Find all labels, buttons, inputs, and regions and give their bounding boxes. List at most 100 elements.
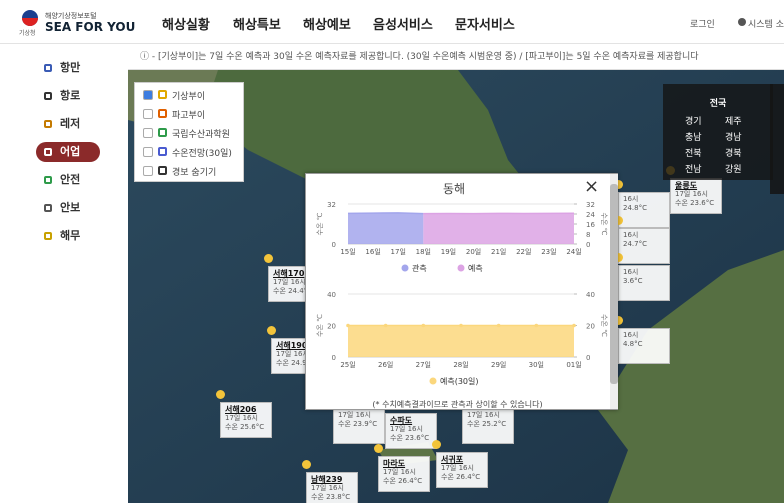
sidebar-item[interactable]: 안전 [36,170,100,190]
station-temp: 수온 23.8°C [311,493,351,501]
x-tick-label: 19일 [441,247,456,256]
station-name: 수파도 [390,416,413,425]
close-button[interactable]: × [584,176,600,197]
checkbox[interactable] [143,128,153,138]
region-item[interactable]: 전북 [685,149,702,159]
region-item[interactable]: 충남 [685,133,702,143]
login[interactable]: 로그인 [690,20,715,30]
station-label[interactable]: 17일 16시 수온 25.2°C [462,408,514,444]
station-icon[interactable] [267,326,276,335]
y2-tick-label: 8 [586,231,590,239]
layer-item[interactable]: 경보 숨기기 [143,165,243,179]
station-icon[interactable] [614,216,623,225]
station-label[interactable]: 16시 24.8°C [618,192,670,228]
station-icon[interactable] [264,254,273,263]
nav-item[interactable]: 해상특보 [233,18,281,33]
station-label[interactable]: 수파도 17일 16시 수온 23.6°C [385,413,437,449]
station-icon[interactable] [614,253,623,262]
sidebar-label: 안전 [60,173,81,186]
layer-label: 국립수산과학원 [172,130,230,140]
notice: ⓘ - [기상부이]는 7일 수온 예측과 30일 수온 예측자료를 제공합니다… [128,44,784,70]
sidebar-item[interactable]: 안보 [36,198,100,218]
system[interactable]: 시스템 소 [748,20,784,30]
y-tick-label: 32 [327,201,336,209]
region-item[interactable]: 경북 [725,149,742,159]
station-label[interactable]: 마라도 17일 16시 수온 26.4°C [378,456,430,492]
station-temp: 수온 23.6°C [675,199,715,207]
station-time: 16시 [623,231,639,239]
nav-item[interactable]: 해상예보 [303,18,351,33]
region-item[interactable]: 경기 [685,117,702,127]
legend-label: 예측 [468,263,483,273]
station-label[interactable]: 서귀포 17일 16시 수온 26.4°C [436,452,488,488]
y2-tick-label: 32 [586,201,595,209]
region-item[interactable]: 강원 [725,165,742,175]
station-icon[interactable] [216,390,225,399]
sidebar-item[interactable]: 항로 [36,86,100,106]
region-title[interactable]: 전국 [709,99,727,109]
station-temp: 수온 23.6°C [390,434,430,442]
checkbox[interactable] [143,109,153,119]
nav-item[interactable]: 문자서비스 [455,18,515,33]
station-temp: 수온 23.9°C [338,420,378,428]
layer-item[interactable]: 수온전망(30일) [143,146,243,160]
layer-item[interactable]: 국립수산과학원 [143,127,243,141]
station-label[interactable]: 16시 3.6°C [618,265,670,301]
nav-item[interactable]: 음성서비스 [373,18,433,33]
station-label[interactable]: 16시 24.7°C [618,228,670,264]
station-icon[interactable] [614,180,623,189]
station-time: 17일 16시 [441,464,474,472]
sidebar-item[interactable]: 어업 [36,142,100,162]
point [496,323,501,328]
station-icon[interactable] [374,444,383,453]
region-item[interactable]: 전남 [685,165,702,175]
station-label[interactable]: 16시 4.8°C [618,328,670,364]
header: 기상청 해양기상정보포털 SEA FOR YOU 해상실황 해상특보 해상예보 … [0,0,784,44]
layer-item[interactable]: 파고부이 [143,108,243,122]
notice-text: - [기상부이]는 7일 수온 예측과 30일 수온 예측자료를 제공합니다. … [151,52,699,62]
logo-icon [22,10,38,26]
y2-tick-label: 40 [586,291,595,299]
checkbox[interactable] [143,166,153,176]
sidebar-item[interactable]: 항만 [36,58,100,78]
legend-label: 예측(30일) [440,376,479,386]
y-tick-label: 40 [327,291,336,299]
sidebar-label: 해무 [60,229,81,242]
station-icon[interactable] [614,316,623,325]
point [346,323,350,328]
sidebar-label: 어업 [60,145,81,158]
popup-note: (* 수치예측결과이므로 관측과 상이할 수 있습니다) [372,400,543,409]
layer-label: 파고부이 [172,111,206,121]
station-label[interactable]: 남해239 17일 16시 수온 23.8°C [306,472,358,503]
x-tick-label: 25일 [340,360,355,369]
x-tick-label: 01일 [566,360,581,369]
checkbox[interactable] [143,147,153,157]
station-time: 17일 16시 [390,425,423,433]
layer-icon [158,128,167,137]
station-time: 17일 16시 [383,468,416,476]
scrollbar[interactable] [610,174,618,409]
station-name: 서해170 [273,269,305,278]
region-item[interactable]: 경남 [725,133,742,143]
layer-icon [158,166,167,175]
station-time: 17일 16시 [311,484,344,492]
nav-item[interactable]: 해상실황 [162,18,210,33]
map-toolbar[interactable] [770,84,784,194]
sidebar-item[interactable]: 레저 [36,114,100,134]
station-label[interactable]: 서해206 17일 16시 수온 25.6°C [220,402,272,438]
station-icon[interactable] [302,460,311,469]
sidebar-item[interactable]: 해무 [36,226,100,246]
system-icon [738,18,746,26]
layer-item[interactable]: 기상부이 [143,89,243,103]
station-label[interactable]: 울릉도 17일 16시 수온 23.6°C [670,178,722,214]
station-icon[interactable] [432,440,441,449]
y2-tick-label: 24 [586,211,595,219]
sidebar-icon [44,176,52,184]
popup: 동해 × 0 32 0 8 16 24 32 수온 ℃ 수온 ℃ 15일 16일 17일 18일 19일 2… [305,173,618,410]
station-time: 17일 16시 [675,190,708,198]
checkbox[interactable] [143,90,153,100]
station-label[interactable]: 17일 16시 수온 23.9°C [333,408,385,444]
region-item[interactable]: 제주 [725,117,742,127]
